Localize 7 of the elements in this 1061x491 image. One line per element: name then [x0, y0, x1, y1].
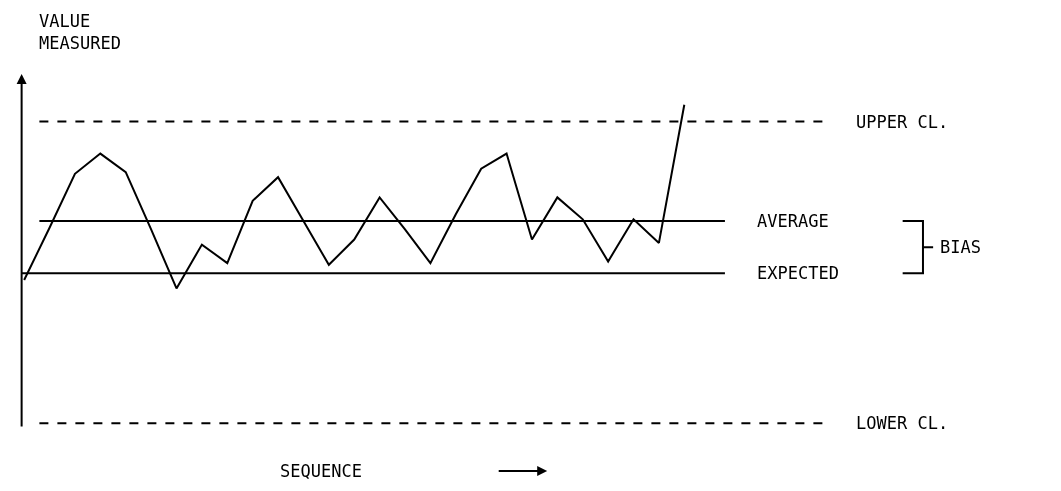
- y-axis-title: VALUE MEASURED: [39, 11, 121, 54]
- ref-line-label: LOWER CL.: [856, 413, 949, 433]
- ref-line-label: UPPER CL.: [856, 112, 949, 132]
- text: BIAS: [940, 237, 981, 257]
- text: SEQUENCE: [280, 461, 362, 481]
- ref-line-label: AVERAGE: [757, 211, 829, 231]
- ref-line-label: EXPECTED: [757, 263, 839, 283]
